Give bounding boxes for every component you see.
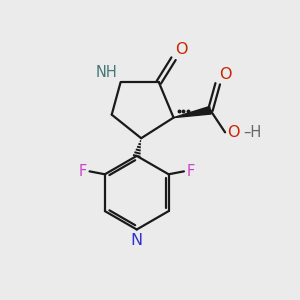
Text: F: F — [186, 164, 194, 179]
Text: O: O — [175, 42, 188, 57]
Polygon shape — [174, 106, 211, 118]
Text: O: O — [219, 67, 232, 82]
Text: O: O — [227, 125, 240, 140]
Text: N: N — [131, 233, 143, 248]
Text: –H: –H — [243, 125, 262, 140]
Text: F: F — [79, 164, 87, 179]
Text: NH: NH — [96, 65, 118, 80]
